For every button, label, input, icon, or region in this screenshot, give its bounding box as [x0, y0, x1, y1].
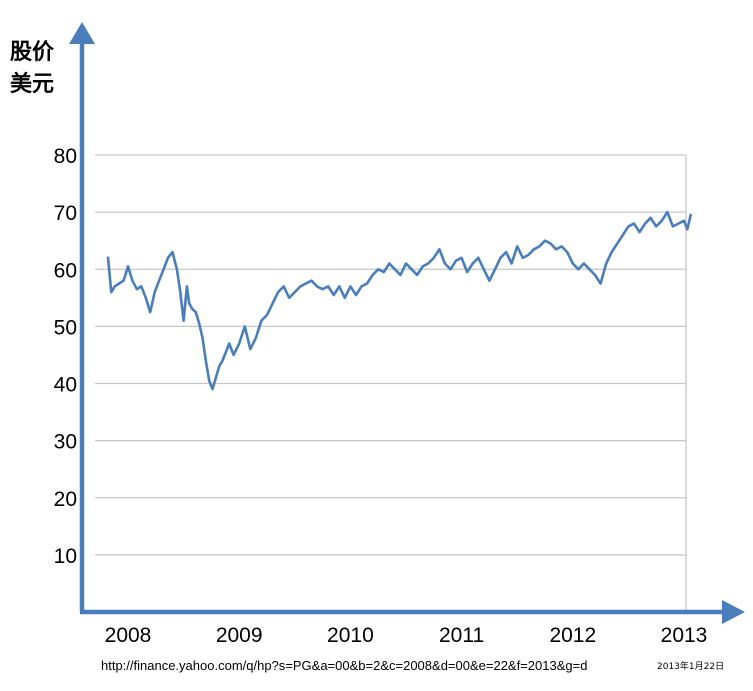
y-axis-arrow	[69, 22, 95, 44]
y-tick-label-10: 10	[54, 545, 77, 568]
x-axis-arrow	[722, 600, 745, 624]
y-axis-label-line1: 股价	[10, 40, 55, 65]
source-url: http://finance.yahoo.com/q/hp?s=PG&a=00&…	[101, 658, 588, 673]
y-tick-label-50: 50	[54, 316, 77, 339]
y-tick-label-40: 40	[54, 374, 77, 397]
y-tick-label-70: 70	[54, 202, 77, 225]
source-date: 2013年1月22日	[657, 662, 725, 672]
y-tick-label-20: 20	[54, 488, 77, 511]
x-tick-label-2009: 2009	[216, 624, 263, 647]
y-tick-label-30: 30	[54, 431, 77, 454]
x-tick-label-2010: 2010	[327, 624, 374, 647]
y-tick-labels: 10 20 30 40 50 60 70 80	[54, 145, 77, 568]
gridlines	[95, 154, 687, 612]
y-tick-label-60: 60	[54, 259, 77, 282]
x-tick-label-2012: 2012	[549, 624, 596, 647]
series-line-0	[106, 210, 693, 391]
x-tick-label-2013: 2013	[661, 624, 708, 647]
x-tick-labels: 2008 2009 2010 2011 2012 2013	[105, 624, 708, 647]
x-tick-label-2008: 2008	[105, 624, 152, 647]
y-axis-label-line2: 美元	[10, 72, 55, 97]
series-group	[106, 210, 693, 391]
x-tick-label-2011: 2011	[439, 624, 484, 647]
axes	[69, 22, 745, 624]
y-tick-label-80: 80	[54, 145, 77, 168]
